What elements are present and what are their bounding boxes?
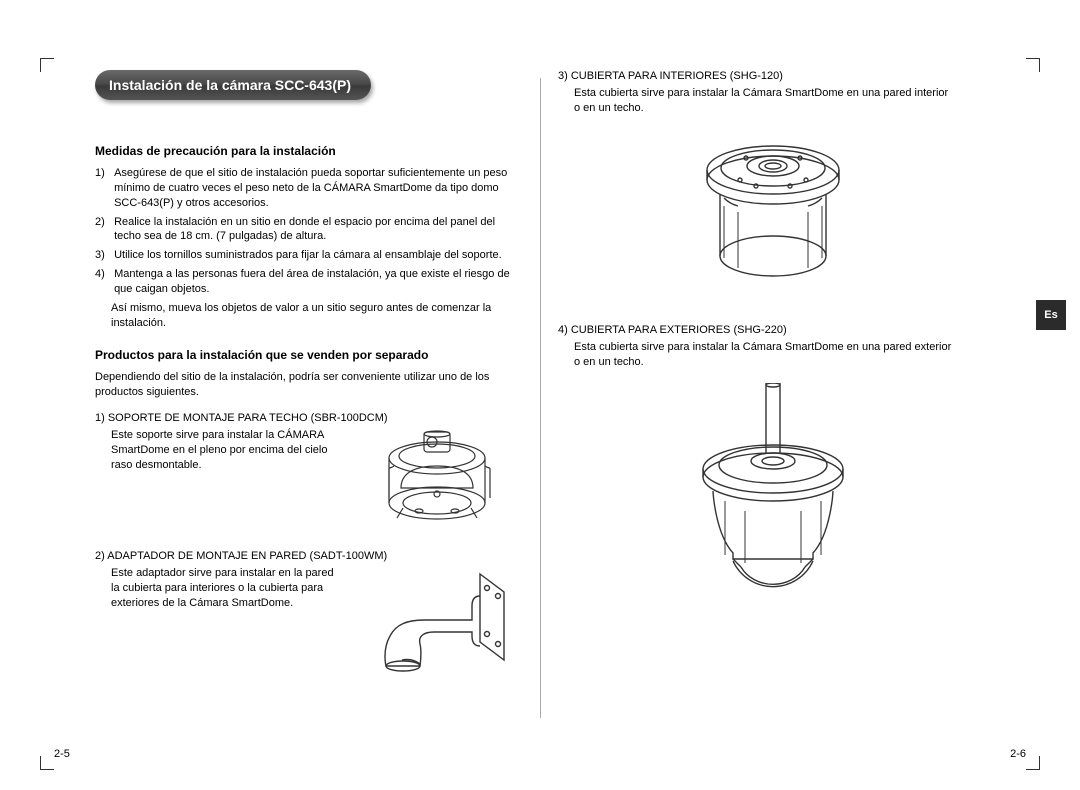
item-number: 2): [95, 550, 105, 562]
page-title: Instalación de la cámara SCC-643(P): [95, 70, 371, 100]
page-divider: [540, 78, 541, 718]
item-text: Mantenga a las personas fuera del área d…: [114, 267, 524, 297]
language-tab: Es: [1036, 300, 1066, 330]
product-desc: Esta cubierta sirve para instalar la Cám…: [574, 340, 954, 370]
crop-mark: [1026, 58, 1040, 72]
wall-mount-figure: [349, 566, 525, 676]
item-number: 1): [95, 166, 111, 181]
product-item: 4) CUBIERTA PARA EXTERIORES (SHG-220) Es…: [558, 324, 988, 614]
product-label: SOPORTE DE MONTAJE PARA TECHO (SBR-100DC…: [108, 412, 388, 424]
product-desc: Este adaptador sirve para instalar en la…: [111, 566, 341, 676]
item-number: 4): [95, 267, 111, 282]
page-number-right: 2-6: [1010, 748, 1026, 760]
crop-mark: [1026, 756, 1040, 770]
precaution-item: 3) Utilice los tornillos suministrados p…: [95, 248, 525, 263]
product-item: 2) ADAPTADOR DE MONTAJE EN PARED (SADT-1…: [95, 550, 525, 676]
product-label: CUBIERTA PARA EXTERIORES (SHG-220): [571, 324, 787, 336]
product-desc: Esta cubierta sirve para instalar la Cám…: [574, 86, 954, 116]
item-number: 3): [558, 70, 568, 82]
item-text: Asegúrese de que el sitio de instalación…: [114, 166, 524, 211]
right-page: 3) CUBIERTA PARA INTERIORES (SHG-120) Es…: [558, 70, 988, 720]
item-text: Realice la instalación en un sitio en do…: [114, 215, 524, 245]
outdoor-housing-figure: [558, 383, 988, 613]
product-item: 3) CUBIERTA PARA INTERIORES (SHG-120) Es…: [558, 70, 988, 298]
item-text: Utilice los tornillos suministrados para…: [114, 248, 524, 263]
section-heading-2: Productos para la instalación que se ven…: [95, 348, 525, 362]
ceiling-mount-figure: [349, 428, 525, 538]
precaution-item: 2) Realice la instalación en un sitio en…: [95, 215, 525, 245]
item-subtext: Así mismo, mueva los objetos de valor a …: [111, 301, 525, 331]
item-number: 4): [558, 324, 568, 336]
product-label: ADAPTADOR DE MONTAJE EN PARED (SADT-100W…: [107, 550, 387, 562]
crop-mark: [40, 58, 54, 72]
precaution-item: 1) Asegúrese de que el sitio de instalac…: [95, 166, 525, 211]
indoor-housing-figure: [558, 128, 988, 298]
product-item: 1) SOPORTE DE MONTAJE PARA TECHO (SBR-10…: [95, 412, 525, 538]
left-page: Instalación de la cámara SCC-643(P) Medi…: [95, 70, 525, 720]
section-heading-1: Medidas de precaución para la instalació…: [95, 144, 525, 158]
product-label: CUBIERTA PARA INTERIORES (SHG-120): [571, 70, 783, 82]
item-number: 3): [95, 248, 111, 263]
product-desc: Este soporte sirve para instalar la CÁMA…: [111, 428, 341, 538]
crop-mark: [40, 756, 54, 770]
item-number: 2): [95, 215, 111, 230]
item-number: 1): [95, 412, 105, 424]
section-intro: Dependiendo del sitio de la instalación,…: [95, 370, 525, 400]
precaution-item: 4) Mantenga a las personas fuera del áre…: [95, 267, 525, 297]
page-number-left: 2-5: [54, 748, 70, 760]
